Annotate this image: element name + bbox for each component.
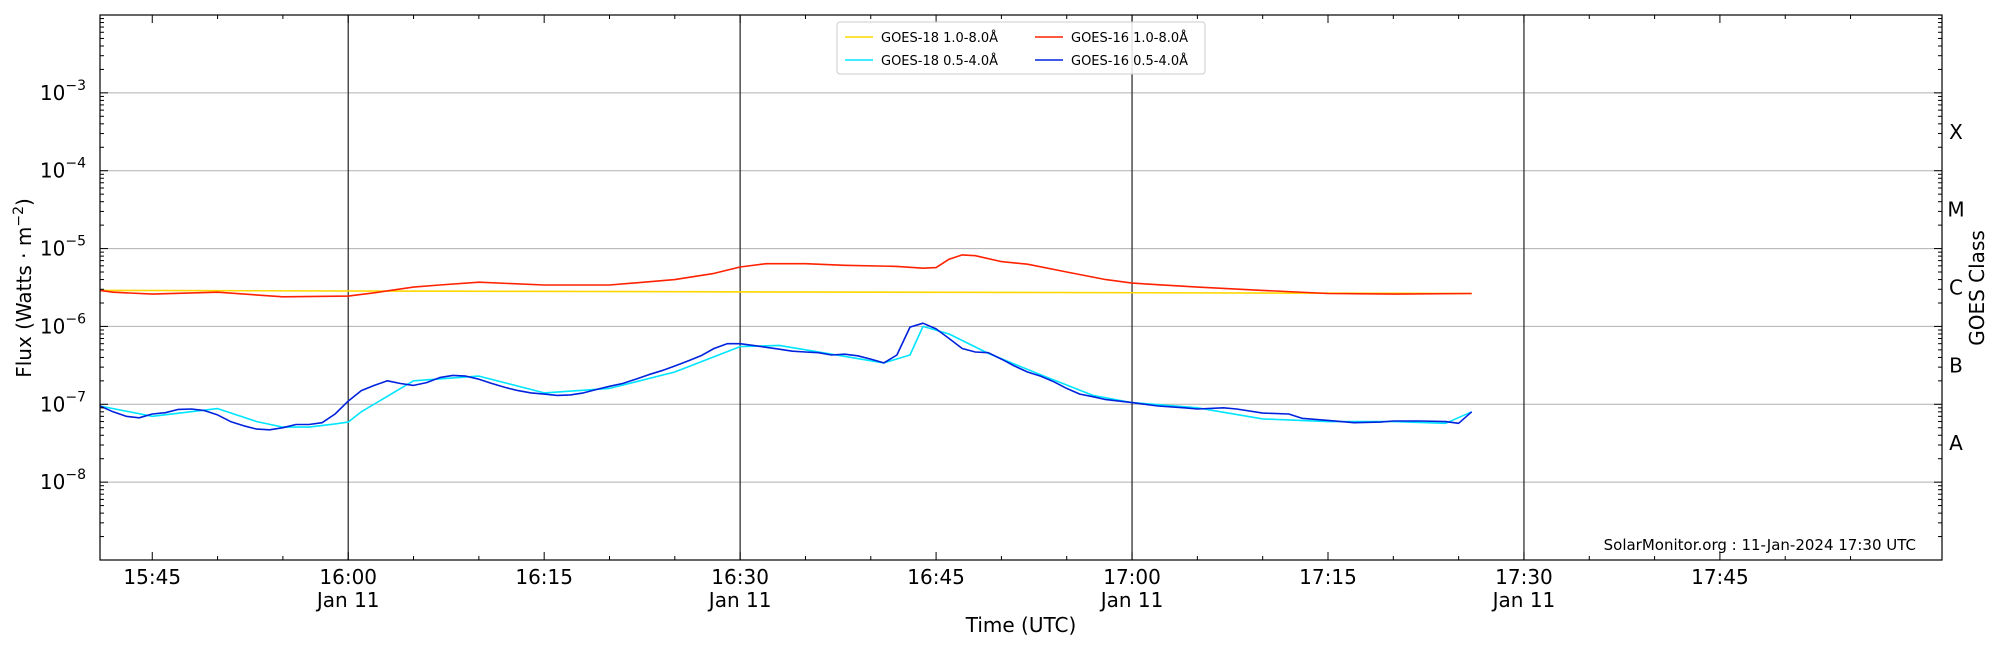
- goes-class-labels: A B C M X: [1947, 120, 1964, 455]
- y-tick-label: 10−4: [40, 156, 86, 183]
- y-tick-label: 10−8: [40, 467, 86, 494]
- x-axis-title: Time (UTC): [965, 613, 1077, 637]
- goes-class-label: C: [1949, 276, 1963, 300]
- plot-frame: [99, 14, 1943, 561]
- legend-box: [836, 21, 1206, 75]
- x-tick-label: 17:30: [1495, 565, 1553, 589]
- y-tick-label: 10−5: [40, 234, 86, 261]
- x-tick-label: 15:45: [123, 565, 181, 589]
- y-tick-label: 10−3: [40, 78, 86, 105]
- x-tick-date-label: Jan 11: [1491, 588, 1556, 612]
- legend-label: GOES-18 1.0-8.0Å: [881, 30, 998, 46]
- series-line-1: [99, 289, 1472, 295]
- legend: GOES-18 1.0-8.0Å GOES-18 0.5-4.0Å GOES-16 …: [836, 21, 1206, 75]
- y-axis-title-main: Flux (Watts · m: [12, 227, 36, 378]
- tick-layer: [100, 15, 1942, 561]
- y-axis-title-close: ): [12, 198, 36, 206]
- legend-label: GOES-18 0.5-4.0Å: [881, 53, 998, 69]
- x-tick-label: 16:15: [515, 565, 573, 589]
- y-axis-title: Flux (Watts · m−2): [11, 198, 36, 378]
- goes-class-label: X: [1949, 120, 1963, 144]
- x-tick-label: 17:15: [1299, 565, 1357, 589]
- series-line-3: [99, 254, 1472, 298]
- series-layer: [99, 254, 1473, 431]
- goes-class-label: M: [1947, 198, 1964, 222]
- series-line-2: [99, 325, 1473, 428]
- x-tick-date-label: Jan 11: [315, 588, 380, 612]
- y-tick-labels: 10−8 10−7 10−6 10−5 10−4 10−3: [40, 78, 86, 494]
- x-tick-label: 17:00: [1103, 565, 1161, 589]
- x-tick-label: 16:45: [907, 565, 965, 589]
- series-line-4: [99, 322, 1473, 431]
- x-tick-label: 16:30: [711, 565, 769, 589]
- x-tick-date-label: Jan 11: [1099, 588, 1164, 612]
- x-tick-date-label: Jan 11: [707, 588, 772, 612]
- right-axis-title: GOES Class: [1965, 230, 1989, 346]
- y-tick-label: 10−7: [40, 389, 86, 416]
- y-axis-title-exponent: −2: [11, 206, 27, 227]
- x-tick-label: 17:45: [1691, 565, 1749, 589]
- goes-class-label: A: [1949, 431, 1963, 455]
- y-tick-label: 10−6: [40, 311, 86, 338]
- legend-label: GOES-16 1.0-8.0Å: [1071, 30, 1188, 46]
- goes-class-label: B: [1949, 353, 1963, 377]
- credit-text: SolarMonitor.org : 11-Jan-2024 17:30 UTC: [1604, 536, 1916, 554]
- x-tick-label: 16:00: [319, 565, 377, 589]
- vertical-day-lines: [347, 15, 1525, 560]
- grid-layer: [100, 92, 1942, 483]
- legend-label: GOES-16 0.5-4.0Å: [1071, 53, 1188, 69]
